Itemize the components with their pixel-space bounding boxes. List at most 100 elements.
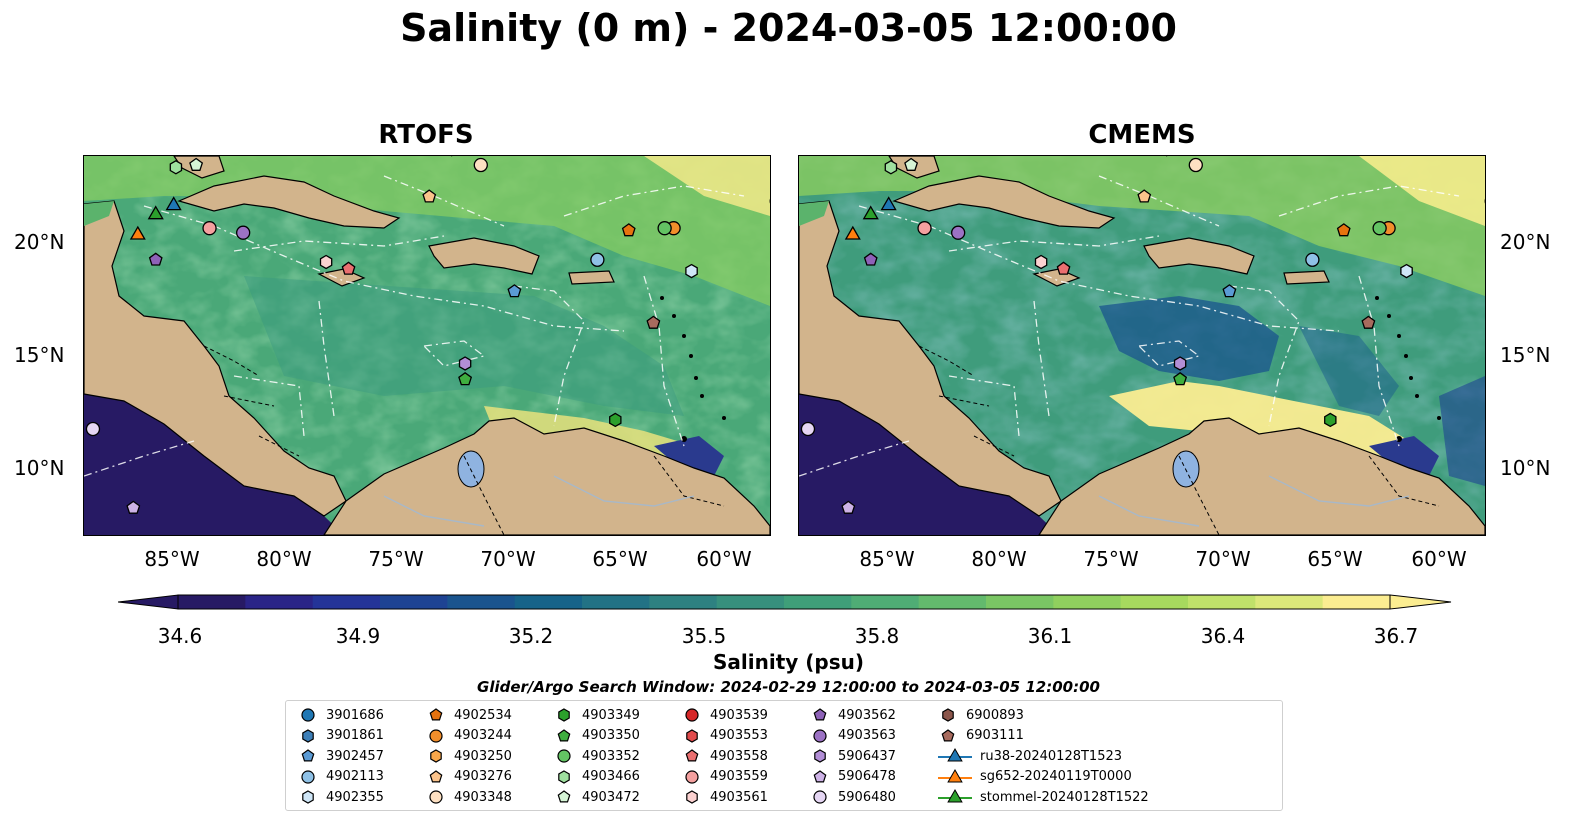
glider-marker-ru38-20240128T1523 (165, 196, 182, 211)
legend-item: 4903553 (682, 726, 768, 746)
colorbar-segment (649, 595, 718, 609)
land-cuba (892, 175, 1116, 229)
legend-item: 6900893 (938, 705, 1024, 725)
legend-item: stommel-20240128T1522 (938, 787, 1149, 807)
legend-label: 4903561 (710, 789, 768, 805)
legend-marker-icon (686, 790, 698, 804)
legend-item: ru38-20240128T1523 (938, 746, 1122, 766)
legend-marker-icon (685, 769, 699, 784)
colorbar-segment (1322, 595, 1391, 609)
legend-item: 4903562 (810, 705, 896, 725)
legend-marker-icon (558, 708, 570, 722)
legend-marker-icon (429, 728, 443, 743)
legend-item: 4903244 (426, 726, 512, 746)
platform-marker-4903349 (609, 412, 622, 428)
rivers (383, 475, 695, 527)
colorbar-segment (1188, 595, 1256, 609)
legend-label: 4903559 (710, 769, 768, 784)
atlantic-east-low (1439, 376, 1485, 486)
pacific-low (84, 394, 344, 535)
lon-label-80w-cmems: 80°W (971, 547, 1027, 571)
legend-item: 4903539 (682, 705, 768, 725)
orinoco-plume (1369, 436, 1439, 476)
colorbar-svg (117, 594, 1452, 610)
colorbar-segment (582, 595, 650, 609)
glider-marker-ru38-20240128T1523 (880, 196, 897, 211)
lon-label-70w-rtofs: 70°W (480, 547, 536, 571)
legend-item: 6903111 (938, 726, 1024, 746)
map-svg-cmems (799, 156, 1485, 535)
platform-marker-4903466 (884, 160, 898, 175)
platform-marker-4902534 (1336, 223, 1351, 237)
legend-label: 4903276 (454, 769, 512, 784)
legend-label: 4903563 (838, 728, 896, 743)
legend-item: 4903466 (554, 767, 640, 787)
colorbar-segment (245, 595, 314, 609)
legend-label: 4903562 (838, 707, 896, 723)
land-cuba (177, 175, 401, 229)
platform-marker-5906437 (458, 356, 472, 371)
platform-marker-5906480 (800, 421, 816, 437)
legend-item: 4903563 (810, 726, 896, 746)
platform-marker-5906478 (126, 500, 141, 514)
platform-marker-6903111 (646, 315, 661, 329)
land-puerto-rico (568, 270, 615, 285)
legend-item: 4903558 (682, 746, 768, 766)
search-window-caption: Glider/Argo Search Window: 2024-02-29 12… (477, 678, 1100, 696)
colorbar-segment (1120, 595, 1189, 609)
platform-marker-5906478 (841, 500, 856, 514)
legend-label: 3901861 (326, 728, 384, 743)
pacific-low (799, 394, 1059, 535)
eez-boundaries (799, 175, 1460, 477)
platform-marker-4903349 (1324, 412, 1337, 428)
legend-label: 4903350 (582, 728, 640, 743)
land-south-america (1038, 417, 1485, 535)
legend-label: 5906478 (838, 769, 896, 784)
legend-marker-icon (302, 728, 314, 743)
platform-marker-4903466 (169, 160, 183, 175)
legend-label: 4903466 (582, 769, 640, 784)
platform-marker-4903562 (863, 252, 878, 266)
colorbar-segment (447, 595, 516, 609)
lon-label-65w-cmems: 65°W (1307, 547, 1363, 571)
legend-item: 4903350 (554, 726, 640, 746)
glider-marker-sg652-20240119T0000 (844, 225, 861, 240)
platform-markers-rtofs (85, 156, 770, 514)
legend-marker-icon (813, 708, 827, 721)
legend-marker-icon (686, 728, 698, 743)
lat-label-10-right: 10°N (1500, 456, 1551, 480)
legend-marker-icon (813, 769, 827, 782)
map-svg-rtofs (84, 156, 770, 535)
legend-marker-icon (557, 728, 571, 741)
colorbar-segment (1053, 595, 1122, 609)
glider-marker-stommel-20240128T1522 (147, 205, 164, 220)
figure-title: Salinity (0 m) - 2024-03-05 12:00:00 (400, 6, 1177, 50)
panel-title-rtofs: RTOFS (378, 120, 474, 150)
legend-item: 4902355 (298, 787, 384, 807)
legend-marker-icon (685, 749, 699, 762)
lon-label-85w-rtofs: 85°W (144, 547, 200, 571)
legend-label: 4903349 (582, 707, 640, 723)
colorbar-tick: 35.2 (508, 624, 554, 648)
legend-marker-icon (941, 728, 955, 741)
legend-label: 4903250 (454, 748, 512, 764)
legend-marker-icon (685, 708, 699, 722)
legend-label: 4903352 (582, 748, 640, 764)
colorbar-segment (918, 595, 987, 609)
legend-label: 3901686 (326, 707, 384, 723)
legend-item: 3902457 (298, 746, 384, 766)
country-borders (918, 345, 1440, 535)
lesser-antilles (660, 296, 726, 442)
platform-marker-4903559 (202, 221, 217, 236)
legend-marker-icon (302, 790, 314, 804)
colorbar (117, 594, 1453, 624)
lon-label-75w-rtofs: 75°W (368, 547, 424, 571)
colorbar-segment (380, 595, 448, 609)
legend-item: 4903561 (682, 787, 768, 807)
legend-label: 4903558 (710, 748, 768, 764)
platform-marker-4902355 (1400, 263, 1413, 279)
lon-label-65w-rtofs: 65°W (592, 547, 648, 571)
legend-marker-icon (429, 708, 443, 721)
legend-marker-icon (301, 769, 315, 784)
land-central-america (799, 200, 1062, 517)
